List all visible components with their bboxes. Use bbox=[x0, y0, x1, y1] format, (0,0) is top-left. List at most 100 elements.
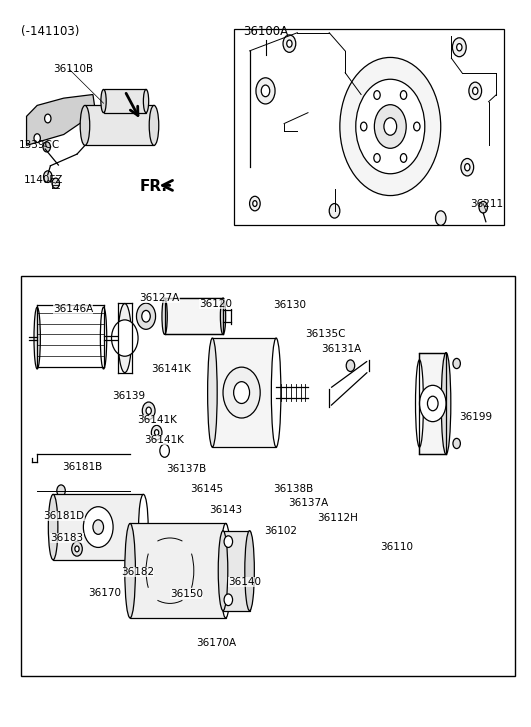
Circle shape bbox=[346, 360, 355, 371]
Circle shape bbox=[112, 320, 138, 356]
Circle shape bbox=[155, 430, 159, 435]
Text: 36131A: 36131A bbox=[321, 344, 362, 354]
Circle shape bbox=[465, 164, 470, 171]
Circle shape bbox=[142, 310, 150, 322]
Circle shape bbox=[43, 142, 50, 152]
Bar bbox=[212, 338, 276, 447]
Circle shape bbox=[72, 542, 82, 556]
Ellipse shape bbox=[101, 89, 106, 113]
Circle shape bbox=[52, 178, 59, 188]
Circle shape bbox=[340, 57, 441, 196]
Text: 36138B: 36138B bbox=[273, 483, 314, 494]
Circle shape bbox=[374, 91, 380, 100]
Circle shape bbox=[374, 153, 380, 162]
Ellipse shape bbox=[245, 531, 254, 611]
Ellipse shape bbox=[48, 494, 58, 560]
Text: 36183: 36183 bbox=[50, 533, 83, 543]
Circle shape bbox=[234, 382, 250, 403]
Circle shape bbox=[250, 196, 260, 211]
Circle shape bbox=[93, 520, 104, 534]
Text: 36137A: 36137A bbox=[288, 498, 328, 508]
Text: 36145: 36145 bbox=[190, 483, 223, 494]
Circle shape bbox=[457, 44, 462, 51]
Circle shape bbox=[473, 87, 478, 95]
Circle shape bbox=[83, 507, 113, 547]
Text: FR.: FR. bbox=[140, 179, 168, 193]
Bar bbox=[130, 523, 226, 618]
Circle shape bbox=[223, 367, 260, 418]
Circle shape bbox=[356, 79, 425, 174]
Circle shape bbox=[435, 211, 446, 225]
Text: 36170A: 36170A bbox=[196, 638, 237, 648]
Text: (-141103): (-141103) bbox=[21, 25, 80, 39]
Circle shape bbox=[151, 425, 162, 440]
Bar bbox=[223, 531, 250, 611]
Text: 36143: 36143 bbox=[209, 505, 242, 515]
Circle shape bbox=[461, 158, 474, 176]
Circle shape bbox=[57, 485, 65, 497]
Text: 1339CC: 1339CC bbox=[19, 140, 60, 150]
Text: 36146A: 36146A bbox=[53, 304, 93, 314]
Circle shape bbox=[329, 204, 340, 218]
Circle shape bbox=[34, 134, 40, 142]
Text: 36112H: 36112H bbox=[317, 513, 358, 523]
Ellipse shape bbox=[139, 494, 148, 560]
Circle shape bbox=[469, 82, 482, 100]
Text: 1140FZ: 1140FZ bbox=[24, 175, 63, 185]
Ellipse shape bbox=[100, 307, 107, 369]
Text: 36102: 36102 bbox=[264, 526, 297, 536]
Text: 36141K: 36141K bbox=[144, 435, 184, 445]
Circle shape bbox=[45, 114, 51, 123]
Circle shape bbox=[453, 358, 460, 369]
Circle shape bbox=[427, 396, 438, 411]
Ellipse shape bbox=[80, 105, 90, 145]
Ellipse shape bbox=[218, 531, 228, 611]
Bar bbox=[53, 494, 143, 560]
Text: 36110B: 36110B bbox=[53, 64, 93, 74]
Circle shape bbox=[75, 546, 79, 552]
Ellipse shape bbox=[162, 298, 167, 334]
Bar bbox=[419, 353, 446, 454]
Ellipse shape bbox=[220, 298, 226, 334]
Circle shape bbox=[287, 40, 292, 47]
Text: 36110: 36110 bbox=[380, 542, 413, 552]
Text: 36211: 36211 bbox=[470, 198, 503, 209]
Circle shape bbox=[419, 385, 446, 422]
Ellipse shape bbox=[125, 523, 135, 618]
Ellipse shape bbox=[149, 105, 159, 145]
Text: 36135C: 36135C bbox=[305, 329, 346, 340]
Bar bbox=[104, 89, 146, 113]
Ellipse shape bbox=[118, 303, 131, 373]
Ellipse shape bbox=[415, 360, 424, 447]
Text: 36139: 36139 bbox=[113, 391, 145, 401]
Circle shape bbox=[453, 438, 460, 449]
Circle shape bbox=[256, 78, 275, 104]
Bar bbox=[85, 105, 154, 145]
Text: 36150: 36150 bbox=[170, 589, 203, 599]
Circle shape bbox=[374, 105, 406, 148]
Circle shape bbox=[384, 118, 397, 135]
Text: 36182: 36182 bbox=[121, 567, 154, 577]
Bar bbox=[21, 276, 515, 676]
Circle shape bbox=[146, 407, 151, 414]
Circle shape bbox=[479, 201, 487, 213]
Ellipse shape bbox=[441, 353, 451, 454]
Text: 36120: 36120 bbox=[199, 299, 232, 309]
Text: 36130: 36130 bbox=[273, 300, 306, 310]
Text: 36141K: 36141K bbox=[151, 364, 191, 374]
Bar bbox=[234, 29, 504, 225]
Circle shape bbox=[224, 536, 233, 547]
Text: 36140: 36140 bbox=[228, 577, 261, 587]
Circle shape bbox=[400, 153, 407, 162]
Ellipse shape bbox=[271, 338, 281, 447]
Ellipse shape bbox=[220, 523, 231, 618]
Text: 36170: 36170 bbox=[88, 587, 121, 598]
Circle shape bbox=[261, 85, 270, 97]
Circle shape bbox=[283, 35, 296, 52]
Text: 36127A: 36127A bbox=[140, 293, 180, 303]
Ellipse shape bbox=[423, 356, 442, 451]
Circle shape bbox=[224, 594, 233, 606]
Circle shape bbox=[361, 122, 367, 131]
Ellipse shape bbox=[143, 89, 149, 113]
Circle shape bbox=[414, 122, 420, 131]
